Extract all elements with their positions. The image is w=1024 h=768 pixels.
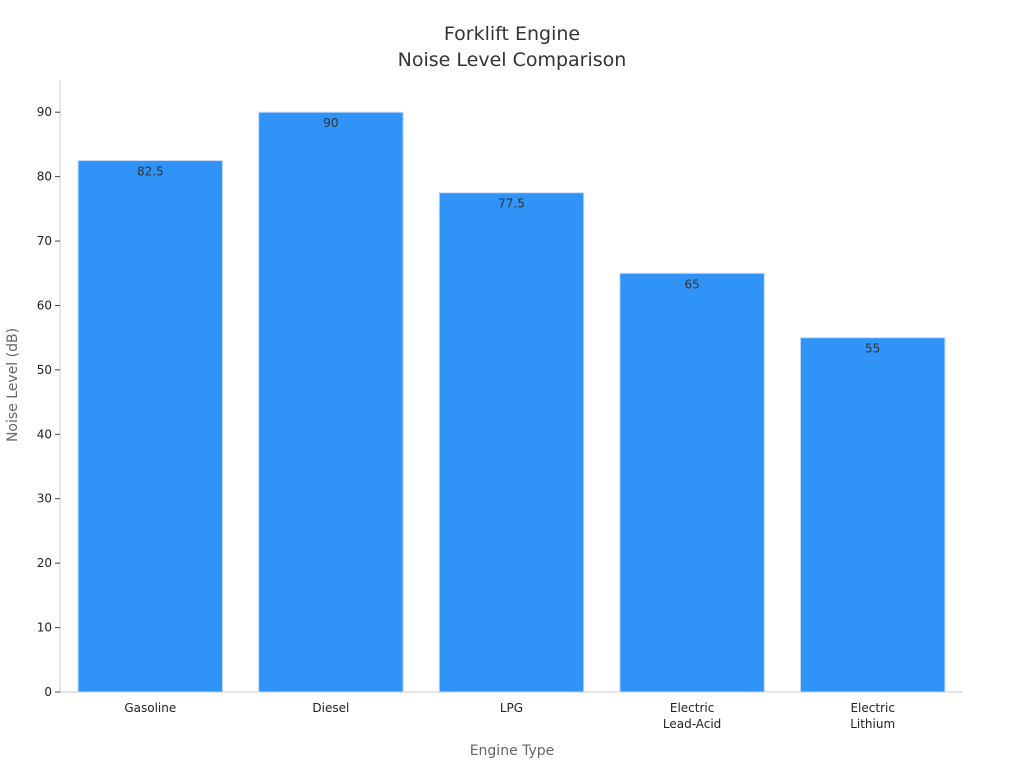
y-tick-label: 70 bbox=[37, 234, 52, 248]
x-tick-label: Lithium bbox=[850, 717, 895, 731]
x-tick-label: Gasoline bbox=[124, 701, 176, 715]
bar-value-label: 55 bbox=[865, 342, 880, 356]
bar-value-label: 90 bbox=[323, 116, 338, 130]
y-tick-label: 60 bbox=[37, 298, 52, 312]
x-tick-label: Electric bbox=[670, 701, 714, 715]
bar bbox=[258, 111, 404, 693]
bars-layer: 82.5 90 77.5 65 55 bbox=[77, 111, 946, 693]
chart-title-line-1: Forklift Engine bbox=[444, 23, 580, 45]
x-tick-label: Lead-Acid bbox=[663, 717, 721, 731]
axes-layer: Gasoline Diesel LPG Electric Lead-Acid Electr… bbox=[37, 80, 963, 731]
bar bbox=[619, 272, 765, 693]
y-tick-label: 20 bbox=[37, 556, 52, 570]
x-axis-label: Engine Type bbox=[470, 743, 555, 759]
y-tick-label: 90 bbox=[37, 105, 52, 119]
bar-value-label: 77.5 bbox=[498, 197, 525, 211]
y-tick-label: 10 bbox=[37, 621, 52, 635]
bar bbox=[77, 160, 224, 693]
y-tick-label: 0 bbox=[44, 685, 52, 699]
y-axis-label: Noise Level (dB) bbox=[5, 328, 21, 442]
chart-title-line-2: Noise Level Comparison bbox=[398, 49, 627, 71]
x-tick-label: Electric bbox=[850, 701, 894, 715]
y-tick-label: 50 bbox=[37, 363, 52, 377]
y-tick-label: 30 bbox=[37, 492, 52, 506]
y-tick-label: 80 bbox=[37, 170, 52, 184]
bar bbox=[438, 192, 585, 693]
bar-value-label: 82.5 bbox=[137, 165, 164, 179]
x-tick-label: Diesel bbox=[312, 701, 349, 715]
y-tick-label: 40 bbox=[37, 427, 52, 441]
bar-value-label: 65 bbox=[684, 277, 699, 291]
bar bbox=[799, 337, 946, 693]
x-tick-label: LPG bbox=[500, 701, 523, 715]
